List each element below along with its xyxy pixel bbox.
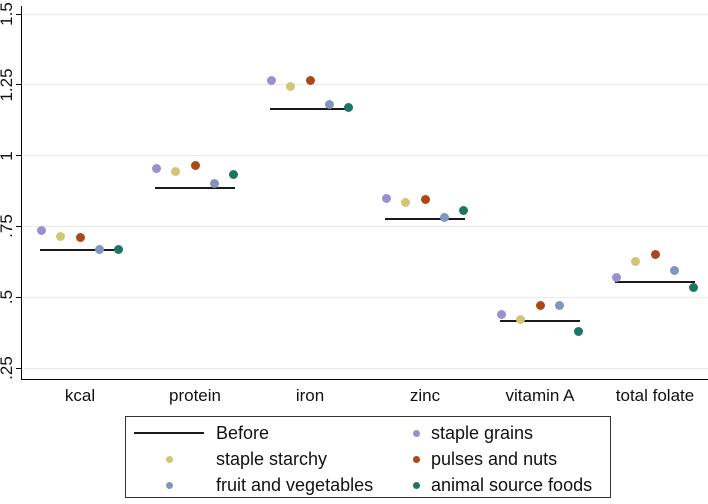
- x-tick-label-vitamin-a: vitamin A: [505, 386, 575, 405]
- dot-staple-starchy-zinc: [401, 197, 411, 207]
- before-line-total-folate: [615, 280, 695, 283]
- before-line-kcal: [40, 249, 120, 252]
- y-tickmark-1.5: [16, 13, 21, 15]
- y-tick-label-.25: .25: [0, 356, 16, 380]
- gridline-1.5: [21, 13, 708, 15]
- y-tickmark-.5: [16, 296, 21, 298]
- x-tick-label-kcal: kcal: [64, 386, 96, 405]
- x-tick-label-iron: iron: [295, 386, 325, 405]
- legend-label-before: Before: [216, 423, 270, 443]
- legend-dot-animal-source-foods: [412, 481, 420, 489]
- dot-staple-grains-protein: [152, 163, 162, 173]
- dot-staple-grains-total-folate: [612, 272, 622, 282]
- legend-dot-fruit-and-vegetables: [165, 481, 173, 489]
- dot-animal-source-foods-iron: [343, 102, 353, 112]
- dot-staple-grains-vitamin-a: [497, 309, 507, 319]
- dot-animal-source-foods-vitamin-a: [573, 326, 583, 336]
- dot-staple-starchy-protein: [171, 166, 181, 176]
- before-line-vitamin-a: [500, 320, 580, 323]
- dot-pulses-and-nuts-vitamin-a: [535, 301, 545, 311]
- x-tick-label-zinc: zinc: [409, 386, 441, 405]
- gridline-1: [21, 155, 708, 157]
- gridline-.25: [21, 367, 708, 369]
- y-tickmark-1.25: [16, 84, 21, 86]
- dot-animal-source-foods-zinc: [458, 206, 468, 216]
- dot-staple-starchy-kcal: [56, 231, 66, 241]
- dot-fruit-and-vegetables-total-folate: [669, 265, 679, 275]
- dot-animal-source-foods-protein: [228, 169, 238, 179]
- legend-dot-staple-grains: [412, 429, 420, 437]
- dot-pulses-and-nuts-total-folate: [650, 250, 660, 260]
- dot-staple-starchy-total-folate: [631, 257, 641, 267]
- legend-line-symbol: [134, 432, 204, 434]
- legend-label-fruit-and-vegetables: fruit and vegetables: [216, 475, 374, 495]
- dot-fruit-and-vegetables-vitamin-a: [554, 301, 564, 311]
- legend-dot-staple-starchy: [165, 455, 173, 463]
- legend-label-staple-grains: staple grains: [431, 423, 534, 443]
- legend-box: Before staple starchy fruit and vegetables…: [125, 416, 611, 498]
- dot-staple-grains-iron: [267, 76, 277, 86]
- dot-animal-source-foods-total-folate: [688, 282, 698, 292]
- dot-staple-starchy-vitamin-a: [516, 315, 526, 325]
- dot-staple-grains-zinc: [382, 193, 392, 203]
- legend-label-animal-source-foods: animal source foods: [431, 475, 593, 495]
- y-tick-label-1.25: 1.25: [0, 68, 16, 102]
- before-line-iron: [270, 107, 350, 110]
- dot-fruit-and-vegetables-protein: [209, 179, 219, 189]
- before-line-protein: [155, 187, 235, 190]
- dot-pulses-and-nuts-protein: [190, 161, 200, 170]
- dot-animal-source-foods-kcal: [113, 244, 123, 254]
- gridline-1.25: [21, 84, 708, 86]
- gridline-.75: [21, 225, 708, 227]
- x-tick-label-total-folate: total folate: [615, 386, 695, 405]
- dot-fruit-and-vegetables-iron: [324, 100, 334, 110]
- y-axis-line: [21, 6, 22, 379]
- y-tick-label-1: 1: [0, 126, 17, 186]
- y-tick-label-1.5: 1.5: [0, 2, 16, 26]
- dot-pulses-and-nuts-iron: [305, 76, 315, 86]
- legend-label-staple-starchy: staple starchy: [216, 449, 328, 469]
- y-tick-label-.75: .75: [0, 214, 16, 239]
- x-axis-line: [21, 379, 708, 380]
- gridline-.5: [21, 296, 708, 298]
- y-tickmark-.25: [16, 367, 21, 369]
- dot-pulses-and-nuts-zinc: [420, 194, 430, 204]
- dot-staple-starchy-iron: [286, 81, 296, 91]
- y-tick-label-.5: .5: [0, 290, 16, 305]
- before-line-zinc: [385, 218, 465, 221]
- dot-staple-grains-kcal: [37, 226, 47, 236]
- y-tickmark-.75: [16, 225, 21, 227]
- dot-fruit-and-vegetables-kcal: [94, 244, 104, 254]
- dot-pulses-and-nuts-kcal: [75, 233, 85, 243]
- x-tick-label-protein: protein: [169, 386, 221, 405]
- legend-dot-pulses-and-nuts: [412, 455, 420, 463]
- dot-fruit-and-vegetables-zinc: [439, 213, 449, 223]
- legend-label-pulses-and-nuts: pulses and nuts: [431, 449, 558, 469]
- y-tickmark-1: [16, 155, 21, 157]
